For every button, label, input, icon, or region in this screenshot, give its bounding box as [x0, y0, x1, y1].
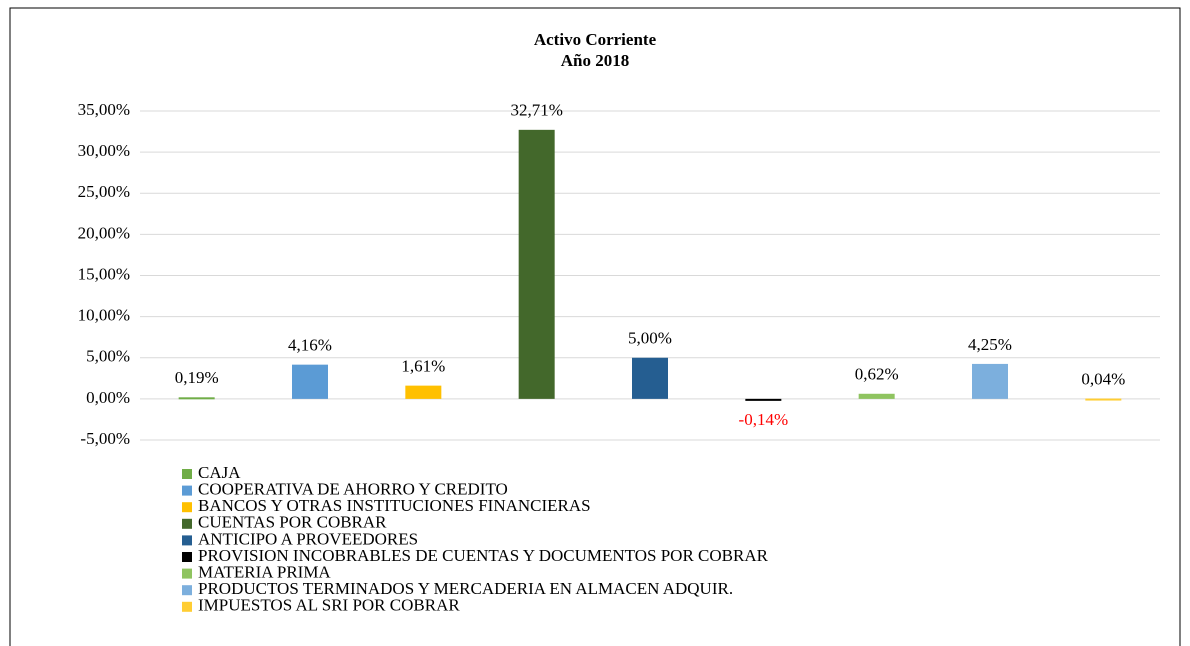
legend-label: MATERIA PRIMA — [198, 563, 331, 582]
value-label: 4,16% — [288, 336, 332, 355]
value-label: 32,71% — [510, 101, 562, 120]
bar — [292, 364, 328, 399]
y-tick-label: 30,00% — [78, 141, 130, 160]
legend-label: ANTICIPO A PROVEEDORES — [198, 529, 418, 548]
legend-marker — [182, 469, 192, 479]
chart-title: Activo Corriente — [534, 30, 657, 49]
value-label: 0,04% — [1081, 369, 1125, 388]
bar — [858, 393, 895, 399]
y-tick-label: 15,00% — [78, 264, 130, 283]
value-label: 5,00% — [628, 329, 672, 348]
legend-label: CAJA — [198, 463, 241, 482]
legend-marker — [182, 502, 192, 513]
value-label: 1,61% — [401, 357, 445, 376]
legend-marker — [182, 568, 192, 579]
legend-label: IMPUESTOS AL SRI POR COBRAR — [198, 596, 460, 615]
legend-label: PROVISION INCOBRABLES DE CUENTAS Y DOCUM… — [198, 546, 769, 565]
bar — [405, 385, 442, 399]
y-tick-label: -5,00% — [80, 429, 130, 448]
legend-marker — [182, 601, 192, 612]
y-tick-label: 35,00% — [78, 100, 130, 119]
value-label: 0,19% — [175, 368, 219, 387]
y-tick-label: 20,00% — [78, 223, 130, 242]
y-tick-label: 25,00% — [78, 182, 130, 201]
legend-marker — [182, 535, 192, 546]
bar — [518, 129, 555, 399]
legend-label: CUENTAS POR COBRAR — [198, 513, 387, 532]
bar — [632, 357, 668, 399]
bar — [972, 363, 1008, 399]
legend-marker — [182, 552, 192, 562]
legend-label: BANCOS Y OTRAS INSTITUCIONES FINANCIERAS — [198, 496, 591, 515]
y-tick-label: 5,00% — [86, 347, 130, 366]
chart-border — [9, 7, 1181, 646]
legend-marker — [182, 585, 192, 596]
legend-label: COOPERATIVA DE AHORRO Y CREDITO — [198, 480, 508, 499]
y-tick-label: 10,00% — [78, 306, 130, 325]
bar — [178, 397, 215, 400]
y-tick-label: 0,00% — [86, 388, 130, 407]
legend-label: PRODUCTOS TERMINADOS Y MERCADERIA EN ALM… — [198, 579, 733, 598]
legend-marker — [182, 485, 192, 496]
chart-subtitle: Año 2018 — [561, 51, 629, 70]
value-label: -0,14% — [739, 410, 789, 429]
value-label: 0,62% — [855, 365, 899, 384]
bar — [1085, 398, 1122, 401]
legend-marker — [182, 518, 192, 529]
bar — [745, 398, 782, 401]
value-label: 4,25% — [968, 335, 1012, 354]
